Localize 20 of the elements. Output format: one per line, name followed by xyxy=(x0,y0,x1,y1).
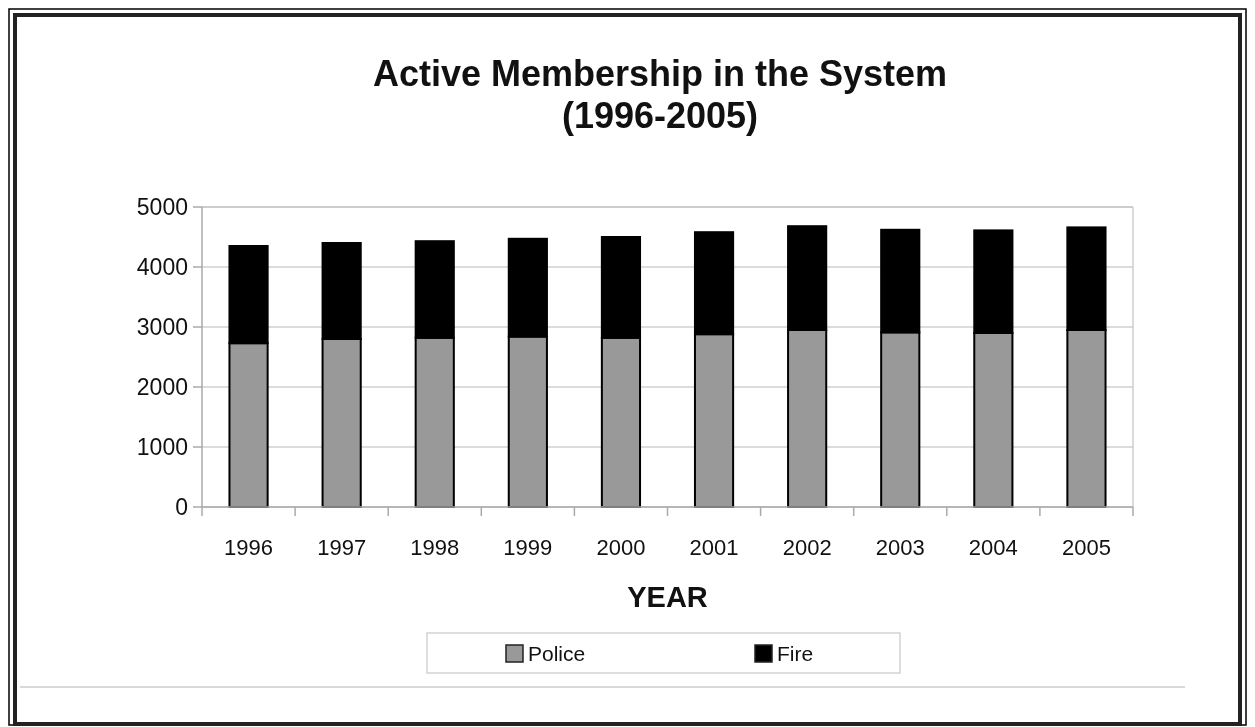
x-tick-label: 2000 xyxy=(596,535,646,560)
legend-label: Police xyxy=(528,642,586,665)
y-tick-label: 5000 xyxy=(136,194,188,221)
y-tick-label: 0 xyxy=(175,494,188,521)
x-tick-label: 1998 xyxy=(410,535,460,560)
x-tick-label: 2001 xyxy=(689,535,739,560)
chart-title: Active Membership in the System (1996-2005) xyxy=(372,53,948,136)
x-tick-label: 1999 xyxy=(503,535,553,560)
x-tick-label: 1997 xyxy=(317,535,367,560)
x-tick-label: 2002 xyxy=(782,535,832,560)
x-tick-label: 1996 xyxy=(224,535,274,560)
x-tick-label: 2004 xyxy=(968,535,1018,560)
y-tick-label: 2000 xyxy=(136,374,188,401)
x-tick-label: 2003 xyxy=(875,535,925,560)
y-tick-label: 4000 xyxy=(136,254,188,281)
x-axis-title: YEAR xyxy=(627,581,708,613)
y-tick-label: 3000 xyxy=(136,314,188,341)
x-tick-label: 2005 xyxy=(1061,535,1111,560)
legend-label: Fire xyxy=(777,642,814,665)
y-tick-label: 1000 xyxy=(136,434,188,461)
